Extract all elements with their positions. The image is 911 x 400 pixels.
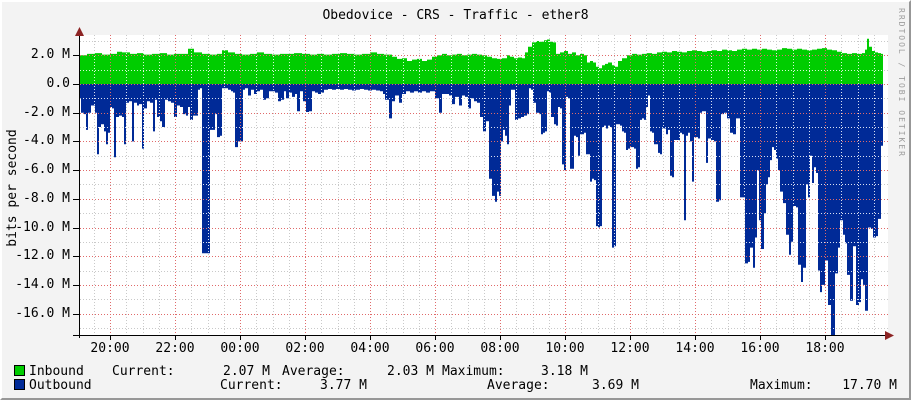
legend-label: Outbound <box>29 378 92 393</box>
stat-value: 3.77 M <box>320 378 367 393</box>
x-tick-label: 00:00 <box>220 341 260 356</box>
x-tick-label: 04:00 <box>350 341 390 356</box>
stat-label: Average: <box>282 364 345 379</box>
legend-label: Inbound <box>29 364 84 379</box>
x-tick-label: 22:00 <box>155 341 195 356</box>
x-tick-label: 08:00 <box>480 341 520 356</box>
stat-value: 2.07 M <box>223 364 270 379</box>
y-tick-label: -12.0 M <box>15 248 70 264</box>
stat-label: Current: <box>112 364 175 379</box>
outbound-swatch <box>14 379 25 390</box>
y-tick-label: 2.0 M <box>30 47 70 63</box>
inbound-swatch <box>14 365 25 376</box>
stat-label: Average: <box>487 378 550 393</box>
y-tick-label: 0.0 <box>46 76 70 91</box>
stat-value: 2.03 M <box>387 364 434 379</box>
stat-label: Maximum: <box>750 378 813 393</box>
x-tick-label: 02:00 <box>285 341 325 356</box>
stat-value: 3.69 M <box>592 378 639 393</box>
y-tick-label: -14.0 M <box>15 276 70 292</box>
y-tick-label: -4.0 M <box>23 133 70 149</box>
x-tick-label: 20:00 <box>90 341 130 356</box>
rrdtool-watermark: RRDTOOL / TOBI OETIKER <box>897 8 906 158</box>
y-tick-label: -8.0 M <box>23 190 70 206</box>
legend-row-outbound: Outbound Current: 3.77 M Average: 3.69 M… <box>2 378 909 393</box>
x-tick-label: 12:00 <box>610 341 650 356</box>
x-tick-label: 16:00 <box>740 341 780 356</box>
stat-value: 3.18 M <box>541 364 588 379</box>
graph-title: Obedovice - CRS - Traffic - ether8 <box>322 8 589 23</box>
y-tick-label: -6.0 M <box>23 162 70 178</box>
legend-row-inbound: Inbound Current: 2.07 M Average: 2.03 M … <box>2 364 909 379</box>
x-tick-label: 14:00 <box>675 341 715 356</box>
y-tick-label: -10.0 M <box>15 219 70 235</box>
stat-label: Maximum: <box>442 364 505 379</box>
stat-label: Current: <box>220 378 283 393</box>
y-tick-label: -16.0 M <box>15 305 70 321</box>
stat-value: 17.70 M <box>842 378 897 393</box>
y-tick-label: -2.0 M <box>23 104 70 120</box>
x-tick-label: 10:00 <box>545 341 585 356</box>
x-tick-label: 18:00 <box>805 341 845 356</box>
x-tick-label: 06:00 <box>415 341 455 356</box>
